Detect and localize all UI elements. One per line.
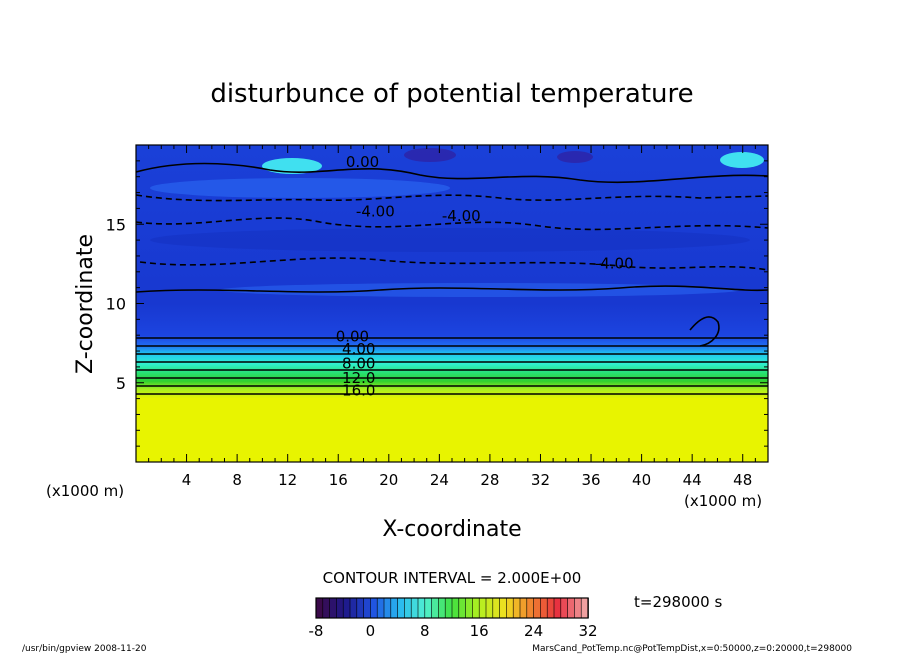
contour-interval-text: CONTOUR INTERVAL = 2.000E+00 xyxy=(323,569,582,587)
field-cyan-blob-left xyxy=(262,158,322,174)
colorbar-swatch xyxy=(451,597,460,619)
colorbar-swatch xyxy=(336,597,344,619)
x-unit-right: (x1000 m) xyxy=(684,492,762,510)
colorbar-swatch xyxy=(458,597,467,619)
colorbar-swatch xyxy=(370,597,378,619)
contour-label: 0.00 xyxy=(336,328,369,346)
colorbar-tick-label: 24 xyxy=(524,622,543,640)
colorbar-swatch xyxy=(560,597,569,619)
footer-right: MarsCand_PotTemp.nc@PotTempDist,x=0:5000… xyxy=(532,644,852,654)
x-unit-left: (x1000 m) xyxy=(46,482,124,500)
colorbar-swatch xyxy=(383,597,392,619)
colorbar-swatch xyxy=(465,597,474,619)
x-tick-label: 28 xyxy=(480,471,499,489)
colorbar-swatch xyxy=(397,597,406,619)
footer-left: /usr/bin/gpview 2008-11-20 xyxy=(22,644,147,654)
y-tick-label: 15 xyxy=(106,215,126,234)
colorbar-swatch xyxy=(356,597,365,619)
x-tick-label: 40 xyxy=(632,471,651,489)
colorbar-swatch xyxy=(444,597,453,619)
x-tick-label: 8 xyxy=(232,471,242,489)
x-tick-label: 20 xyxy=(379,471,398,489)
colorbar-swatch xyxy=(410,597,419,619)
field-cyan-blob-right xyxy=(720,152,764,168)
contour-label: -4.00 xyxy=(442,207,481,225)
colorbar-swatch xyxy=(567,597,576,619)
x-tick-label: 16 xyxy=(329,471,348,489)
y-axis-ticks: 5 10 15 xyxy=(106,160,768,447)
contour-label: 8.00 xyxy=(342,354,375,372)
x-tick-label: 24 xyxy=(430,471,449,489)
contour-label: -4.00 xyxy=(356,202,395,220)
colorbar-swatch xyxy=(417,597,426,619)
colorbar-swatch xyxy=(485,597,494,619)
contour-label: 12.0 xyxy=(342,369,375,387)
colorbar-swatch xyxy=(438,597,446,619)
colorbar-swatch xyxy=(499,597,508,619)
colorbar-frame xyxy=(315,597,589,619)
contour-label: -4.00 xyxy=(595,255,634,273)
colorbar-tick-label: 8 xyxy=(420,622,430,640)
x-tick-label: 12 xyxy=(278,471,297,489)
x-tick-label: 32 xyxy=(531,471,550,489)
colorbar-swatch xyxy=(478,597,487,619)
contour-label: 0.00 xyxy=(346,153,379,171)
colorbar-swatch xyxy=(492,597,501,619)
colorbar-swatch xyxy=(424,597,433,619)
colorbar-tick-label: -8 xyxy=(309,622,324,640)
colorbar-swatch xyxy=(349,597,358,619)
x-tick-label: 36 xyxy=(581,471,600,489)
colorbar-swatch xyxy=(390,597,399,619)
colorbar-swatch xyxy=(342,597,351,619)
time-label: t=298000 s xyxy=(634,593,722,611)
field-purple-blob-2 xyxy=(557,151,593,163)
colorbar-swatch xyxy=(526,597,535,619)
colorbar-swatch xyxy=(329,597,338,619)
colorbar-swatch xyxy=(540,597,549,619)
x-tick-label: 48 xyxy=(733,471,752,489)
y-tick-label: 10 xyxy=(106,295,126,314)
colorbar xyxy=(315,597,589,619)
contour-lines xyxy=(135,162,769,395)
colorbar-swatch xyxy=(519,597,528,619)
colorbar-tick-labels: -8 0 8 16 24 32 xyxy=(309,622,598,640)
colorbar-swatch xyxy=(472,597,480,619)
y-axis-label: Z-coordinate xyxy=(73,234,98,374)
contour-label: 16.0 xyxy=(342,381,375,399)
plot-area: 0.00-4.00 -4.00-4.000.004.008.0012.016.0 … xyxy=(106,144,769,489)
colorbar-swatch xyxy=(322,597,331,619)
field-band-mid xyxy=(220,283,740,297)
colorbar-swatch xyxy=(506,597,514,619)
field-dark-band xyxy=(150,228,750,252)
y-tick-label: 5 xyxy=(116,374,126,393)
colorbar-swatch xyxy=(553,597,562,619)
colorbar-tick-label: 32 xyxy=(578,622,597,640)
colorbar-swatch xyxy=(376,597,385,619)
colorbar-swatch xyxy=(574,597,583,619)
colorbar-swatch xyxy=(546,597,555,619)
field-purple-blob-1 xyxy=(404,148,456,162)
colorbar-tick-label: 16 xyxy=(470,622,489,640)
x-axis-label: X-coordinate xyxy=(382,517,521,542)
x-tick-label: 4 xyxy=(182,471,192,489)
chart-title: disturbunce of potential temperature xyxy=(210,79,693,109)
x-tick-label: 44 xyxy=(683,471,702,489)
colorbar-swatch xyxy=(512,597,521,619)
contour-label: 4.00 xyxy=(342,340,375,358)
field-band-upper xyxy=(150,178,450,198)
colorbar-swatch xyxy=(363,597,372,619)
colorbar-swatch xyxy=(404,597,412,619)
colorbar-swatch xyxy=(315,597,324,619)
colorbar-swatch xyxy=(533,597,542,619)
heatmap-field xyxy=(136,145,768,462)
x-axis-ticks: 4 8 12 16 20 24 28 32 36 40 44 48 xyxy=(148,145,756,489)
colorbar-swatch xyxy=(431,597,440,619)
colorbar-tick-label: 0 xyxy=(366,622,376,640)
